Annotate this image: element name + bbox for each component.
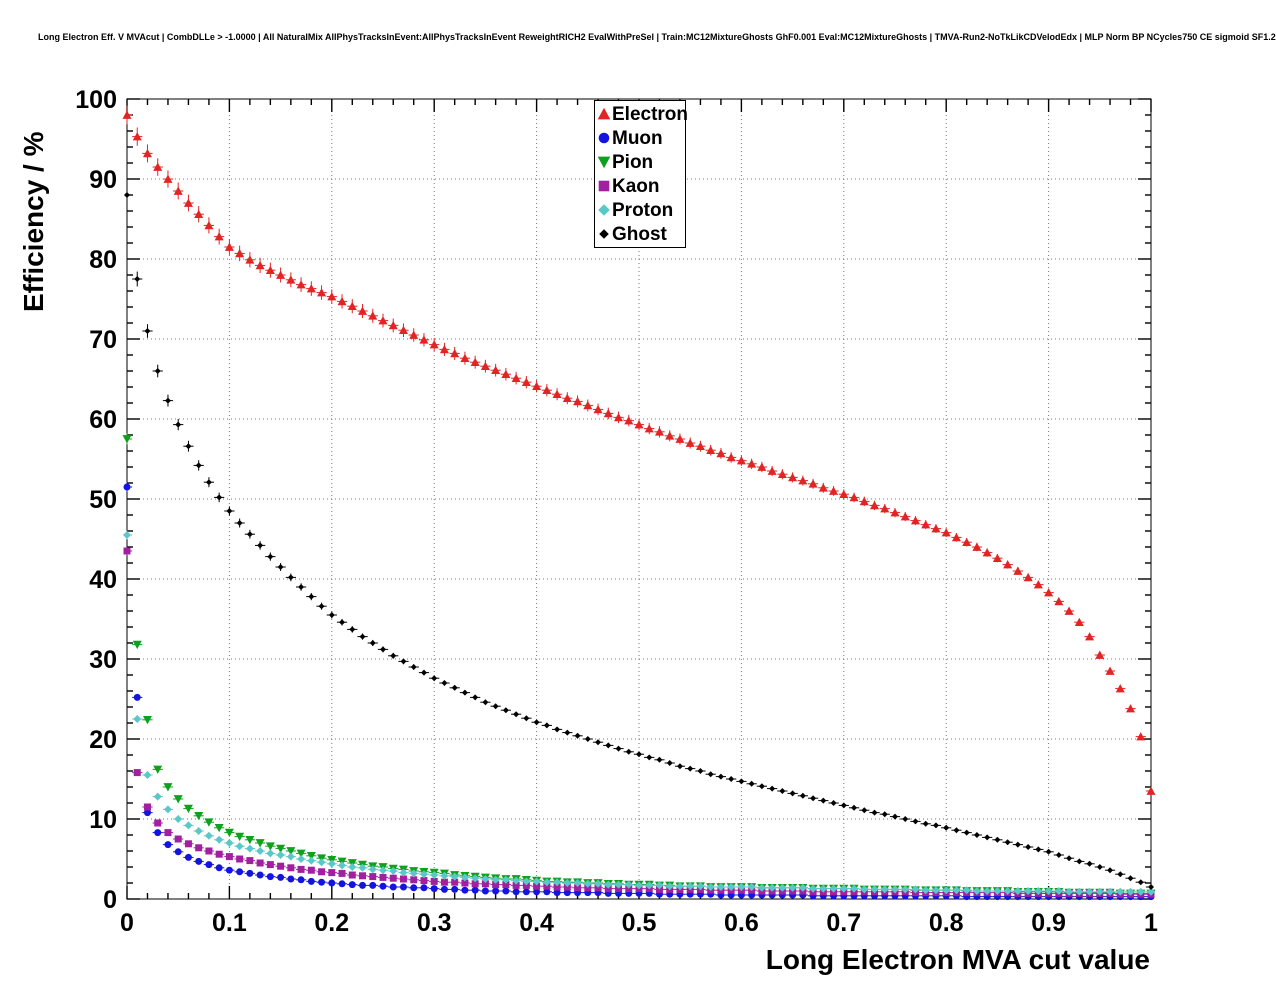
svg-text:70: 70 <box>89 326 117 354</box>
svg-text:0.4: 0.4 <box>519 909 554 937</box>
series-electron <box>122 105 1156 795</box>
svg-text:0.8: 0.8 <box>929 909 964 937</box>
ghost-marker-icon <box>599 229 609 239</box>
legend-label: Electron <box>612 103 689 125</box>
svg-text:0: 0 <box>103 886 117 914</box>
plot-title: Long Electron Eff. V MVAcut | CombDLLe >… <box>38 32 1276 42</box>
svg-text:0.1: 0.1 <box>212 909 247 937</box>
svg-text:0.3: 0.3 <box>417 909 452 937</box>
axis-ticks <box>126 98 1152 900</box>
svg-text:100: 100 <box>75 86 117 114</box>
legend-item-pion: Pion <box>595 150 685 174</box>
svg-text:30: 30 <box>89 646 117 674</box>
series-ghost <box>124 186 1154 890</box>
series-proton <box>123 530 1155 896</box>
x-axis-label: Long Electron MVA cut value <box>765 944 1150 975</box>
legend-label: Proton <box>612 199 674 221</box>
svg-text:80: 80 <box>89 246 117 274</box>
svg-text:1: 1 <box>1144 909 1158 937</box>
x-tick-labels: 0 0.1 0.2 0.3 0.4 0.5 0.6 0.7 0.8 0.9 1 <box>120 909 1158 937</box>
svg-text:0: 0 <box>120 909 134 937</box>
svg-text:0.5: 0.5 <box>622 909 657 937</box>
svg-text:0.6: 0.6 <box>724 909 759 937</box>
legend-label: Ghost <box>612 223 667 245</box>
electron-marker-icon <box>597 107 611 120</box>
svg-text:90: 90 <box>89 166 117 194</box>
kaon-marker-icon <box>598 180 610 192</box>
svg-text:0.7: 0.7 <box>826 909 861 937</box>
legend-item-electron: Electron <box>595 102 689 126</box>
svg-text:40: 40 <box>89 566 117 594</box>
svg-text:0.2: 0.2 <box>314 909 349 937</box>
legend-item-muon: Muon <box>595 126 685 150</box>
svg-text:0.9: 0.9 <box>1031 909 1066 937</box>
legend-label: Muon <box>612 127 663 149</box>
legend-label: Pion <box>612 151 654 173</box>
legend-item-kaon: Kaon <box>595 174 685 198</box>
legend-label: Kaon <box>612 175 660 197</box>
y-tick-labels: 0 10 20 30 40 50 60 70 80 90 100 <box>75 86 117 914</box>
svg-text:20: 20 <box>89 726 117 754</box>
legend: Electron Muon Pion Kaon Proton Ghost <box>594 100 689 248</box>
svg-text:10: 10 <box>89 806 117 834</box>
pion-marker-icon <box>597 156 611 169</box>
svg-text:60: 60 <box>89 406 117 434</box>
proton-marker-icon <box>598 204 610 216</box>
y-axis-label: Efficiency / % <box>18 131 49 312</box>
svg-text:50: 50 <box>89 486 117 514</box>
legend-item-proton: Proton <box>595 198 685 222</box>
muon-marker-icon <box>598 132 610 144</box>
legend-item-ghost: Ghost <box>595 222 685 246</box>
